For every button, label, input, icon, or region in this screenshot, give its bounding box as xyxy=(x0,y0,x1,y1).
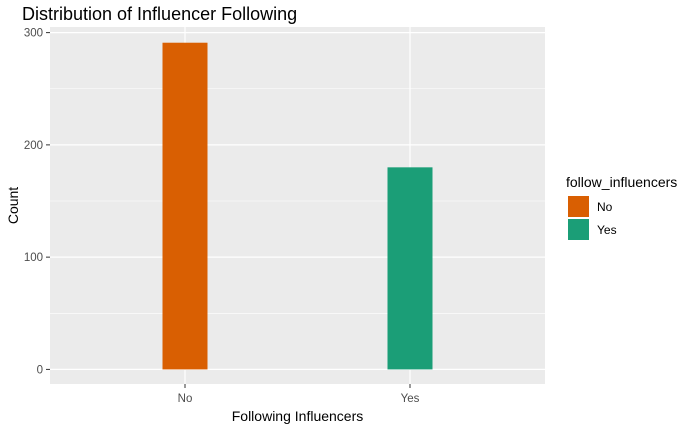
plot-panel xyxy=(50,27,545,384)
legend-title: follow_influencers xyxy=(566,174,677,190)
chart-title: Distribution of Influencer Following xyxy=(22,4,297,24)
bar-yes xyxy=(387,167,433,370)
x-tick-label: No xyxy=(178,393,193,405)
bars xyxy=(162,42,433,370)
legend: follow_influencers No Yes xyxy=(566,174,677,240)
legend-swatch-no xyxy=(568,196,589,217)
y-tick-label: 200 xyxy=(24,140,43,152)
y-tick-label: 0 xyxy=(37,364,43,376)
y-tick-label: 300 xyxy=(24,28,43,40)
legend-entries: No Yes xyxy=(568,196,617,240)
x-axis-ticks: No Yes xyxy=(178,384,420,405)
legend-label-no: No xyxy=(597,200,613,214)
x-tick-label: Yes xyxy=(401,393,420,405)
y-axis-ticks: 0 100 200 300 xyxy=(24,28,50,376)
y-tick-label: 100 xyxy=(24,252,43,264)
y-axis-title: Count xyxy=(5,187,21,224)
bar-no xyxy=(162,42,208,370)
legend-swatch-yes xyxy=(568,219,589,240)
legend-label-yes: Yes xyxy=(597,223,617,237)
x-axis-title: Following Influencers xyxy=(232,408,364,424)
